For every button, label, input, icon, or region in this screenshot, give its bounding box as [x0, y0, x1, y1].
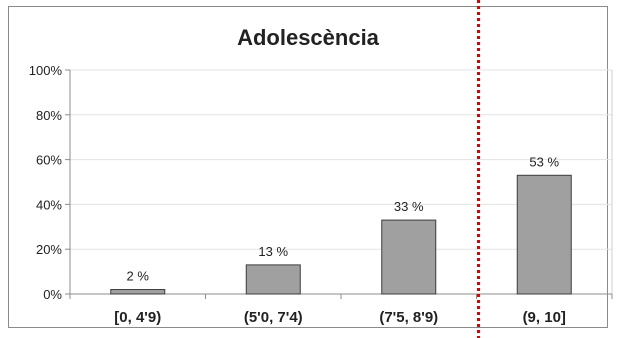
x-category-label: (7'5, 8'9)	[379, 309, 438, 326]
x-category-label: [0, 4'9)	[114, 309, 161, 326]
y-tick-label: 80%	[36, 108, 62, 123]
y-tick-label: 20%	[36, 242, 62, 257]
x-category-label: (9, 10]	[523, 309, 566, 326]
bar	[110, 289, 166, 295]
bar-value-label: 2 %	[127, 269, 150, 284]
bar	[381, 219, 437, 295]
y-tick-label: 60%	[36, 153, 62, 168]
x-category-label: (5'0, 7'4)	[244, 309, 303, 326]
y-tick-label: 0%	[43, 287, 62, 302]
chart-title: Adolescència	[237, 25, 379, 50]
bar-value-label: 53 %	[529, 154, 559, 169]
bar-value-label: 33 %	[394, 199, 424, 214]
y-tick-label: 40%	[36, 197, 62, 212]
bar	[516, 174, 572, 295]
bar-value-label: 13 %	[258, 244, 288, 259]
bar	[245, 264, 301, 295]
y-tick-label: 100%	[29, 63, 63, 78]
chart-frame: Adolescència	[8, 6, 608, 328]
